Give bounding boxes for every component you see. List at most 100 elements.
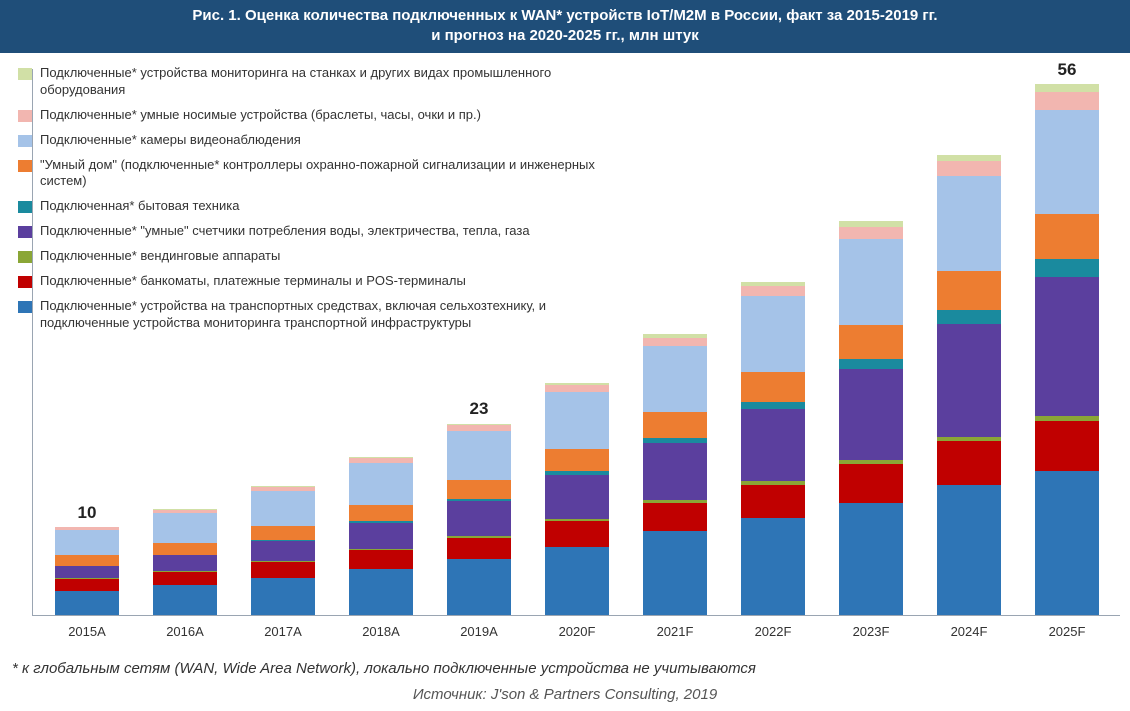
bar-seg-cctv <box>741 296 805 372</box>
bar-seg-meters <box>937 324 1001 437</box>
bar-seg-appliances <box>937 310 1001 324</box>
bar-seg-cctv <box>839 239 903 325</box>
bar-seg-wearables <box>643 338 707 347</box>
bar-seg-industrial <box>1035 84 1099 93</box>
x-axis-label: 2017A <box>238 624 328 639</box>
bar-seg-atm <box>1035 421 1099 471</box>
bar-seg-appliances <box>741 402 805 410</box>
bar-seg-smarthome <box>55 555 119 566</box>
bar-seg-wearables <box>937 161 1001 176</box>
bar-seg-cctv <box>545 392 609 449</box>
bar-seg-wearables <box>1035 92 1099 110</box>
legend-swatch <box>18 201 32 213</box>
bar-seg-transport <box>349 569 413 615</box>
bar-total-label: 56 <box>1022 60 1112 80</box>
legend-swatch <box>18 160 32 172</box>
bar-seg-meters <box>447 501 511 535</box>
bar-seg-transport <box>153 585 217 615</box>
bar-total-label: 10 <box>42 503 132 523</box>
bar-seg-wearables <box>741 286 805 297</box>
x-axis-label: 2018A <box>336 624 426 639</box>
bar-seg-transport <box>1035 471 1099 615</box>
bar-seg-atm <box>349 550 413 569</box>
chart-title-line2: и прогноз на 2020-2025 гг., млн штук <box>10 26 1120 46</box>
bar-2025F <box>1035 84 1099 615</box>
bar-seg-meters <box>643 443 707 500</box>
bar-2015A <box>55 527 119 615</box>
x-axis-label: 2020F <box>532 624 622 639</box>
bar-seg-cctv <box>153 513 217 543</box>
bar-seg-transport <box>937 485 1001 615</box>
bar-seg-wearables <box>545 385 609 392</box>
bar-2021F <box>643 334 707 615</box>
bar-seg-appliances <box>1035 259 1099 277</box>
bar-seg-meters <box>251 541 315 561</box>
bar-seg-transport <box>741 518 805 615</box>
bar-seg-transport <box>447 559 511 615</box>
bar-seg-smarthome <box>349 505 413 521</box>
x-axis-line <box>32 615 1120 616</box>
bar-seg-transport <box>251 578 315 615</box>
x-axis-label: 2019A <box>434 624 524 639</box>
bar-2019A <box>447 424 511 615</box>
chart-title-line1: Рис. 1. Оценка количества подключенных к… <box>10 6 1120 26</box>
x-axis-label: 2025F <box>1022 624 1112 639</box>
bar-seg-cctv <box>643 346 707 412</box>
bar-seg-meters <box>741 409 805 481</box>
bar-seg-cctv <box>937 176 1001 271</box>
bar-seg-cctv <box>447 431 511 480</box>
bar-seg-smarthome <box>741 372 805 402</box>
x-axis-label: 2021F <box>630 624 720 639</box>
bar-seg-meters <box>839 369 903 460</box>
bar-seg-appliances <box>839 359 903 369</box>
bar-seg-cctv <box>1035 110 1099 214</box>
chart-source: Источник: J'son & Partners Consulting, 2… <box>0 686 1130 703</box>
x-axis-label: 2015A <box>42 624 132 639</box>
legend-swatch <box>18 251 32 263</box>
legend-swatch <box>18 301 32 313</box>
legend-swatch <box>18 276 32 288</box>
bar-2016A <box>153 509 217 615</box>
bar-seg-atm <box>839 464 903 503</box>
bar-seg-cctv <box>349 463 413 504</box>
bar-2022F <box>741 282 805 615</box>
bar-seg-meters <box>349 523 413 549</box>
bar-seg-meters <box>545 475 609 519</box>
bar-seg-meters <box>55 566 119 578</box>
bar-seg-smarthome <box>545 449 609 471</box>
bar-seg-atm <box>55 579 119 591</box>
bar-2017A <box>251 486 315 615</box>
bar-seg-transport <box>55 591 119 615</box>
bar-seg-atm <box>937 441 1001 485</box>
bar-total-label: 23 <box>434 399 524 419</box>
bar-seg-meters <box>153 555 217 570</box>
legend-swatch <box>18 226 32 238</box>
bar-2023F <box>839 221 903 615</box>
bar-seg-atm <box>643 503 707 532</box>
bar-seg-cctv <box>251 491 315 526</box>
bar-2020F <box>545 383 609 615</box>
bar-seg-smarthome <box>153 543 217 555</box>
bar-seg-cctv <box>55 530 119 555</box>
bar-seg-smarthome <box>1035 214 1099 259</box>
bar-seg-transport <box>643 531 707 615</box>
bar-seg-atm <box>251 562 315 578</box>
bar-seg-atm <box>447 538 511 560</box>
bar-seg-atm <box>153 572 217 586</box>
bar-seg-smarthome <box>251 526 315 540</box>
chart-plot: 2015A 10 2016A 2017A 2018A 2019A 23 2020F 2021F 2… <box>32 69 1120 639</box>
x-axis-label: 2023F <box>826 624 916 639</box>
bar-2024F <box>937 155 1001 615</box>
bar-seg-wearables <box>839 227 903 240</box>
x-axis-label: 2016A <box>140 624 230 639</box>
bar-seg-smarthome <box>839 325 903 359</box>
legend-swatch <box>18 135 32 147</box>
bar-seg-transport <box>839 503 903 616</box>
bar-seg-meters <box>1035 277 1099 417</box>
bar-seg-atm <box>741 485 805 518</box>
chart-title: Рис. 1. Оценка количества подключенных к… <box>0 0 1130 53</box>
bar-seg-atm <box>545 521 609 546</box>
bar-2018A <box>349 457 413 615</box>
x-axis-label: 2024F <box>924 624 1014 639</box>
bar-seg-smarthome <box>643 412 707 438</box>
